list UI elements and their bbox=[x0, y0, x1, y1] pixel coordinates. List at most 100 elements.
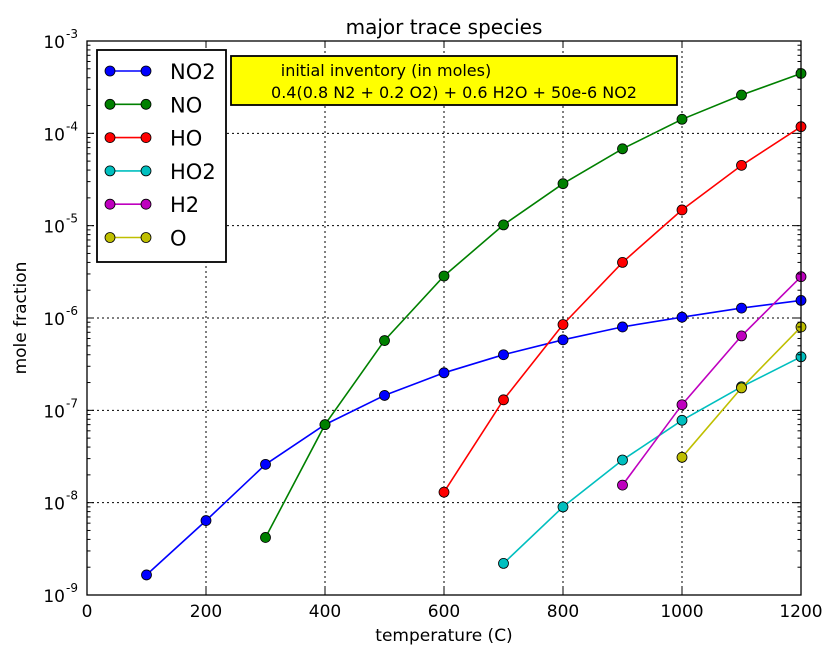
legend-marker-no2 bbox=[140, 65, 152, 77]
x-tick-label: 400 bbox=[309, 602, 341, 622]
chart-title: major trace species bbox=[346, 15, 543, 39]
legend-label-o: O bbox=[170, 227, 187, 251]
annotation-background bbox=[230, 55, 678, 106]
y-tick-label: 10 bbox=[43, 33, 65, 53]
data-point-no2 bbox=[736, 302, 747, 314]
y-tick-label: 10 bbox=[43, 218, 65, 238]
x-tick-label: 1000 bbox=[660, 602, 703, 622]
data-point-ho2 bbox=[498, 557, 509, 569]
legend-marker-o bbox=[140, 232, 152, 243]
legend-marker-ho bbox=[140, 132, 152, 144]
x-tick-label: 200 bbox=[190, 602, 222, 622]
y-tick-label-exponent: -4 bbox=[66, 119, 78, 133]
data-point-ho bbox=[736, 159, 747, 171]
data-point-no bbox=[617, 143, 628, 155]
data-point-no2 bbox=[438, 367, 450, 379]
data-point-no bbox=[557, 178, 569, 190]
legend-item-ho: HO bbox=[104, 127, 202, 151]
series-line-ho2 bbox=[502, 356, 802, 564]
legend-marker-h2 bbox=[140, 198, 152, 210]
series-h2 bbox=[617, 271, 807, 491]
data-point-h2 bbox=[676, 399, 688, 411]
legend-marker-no bbox=[140, 98, 152, 110]
y-tick-label-exponent: -6 bbox=[66, 304, 78, 318]
y-tick-label-exponent: -9 bbox=[66, 581, 78, 595]
y-tick-label: 10 bbox=[43, 495, 65, 515]
legend-marker-ho bbox=[104, 132, 116, 144]
data-point-o bbox=[676, 451, 688, 463]
legend-item-ho2: HO2 bbox=[104, 160, 216, 184]
data-point-no2 bbox=[557, 334, 569, 346]
data-point-no bbox=[319, 419, 331, 431]
series-ho2 bbox=[498, 351, 807, 569]
legend-marker-ho2 bbox=[140, 165, 152, 177]
series-ho bbox=[438, 121, 807, 498]
series-line-h2 bbox=[621, 276, 802, 486]
data-point-no2 bbox=[200, 515, 212, 526]
x-axis-label: temperature (C) bbox=[375, 626, 512, 646]
data-point-ho bbox=[617, 257, 628, 268]
data-point-h2 bbox=[736, 330, 747, 342]
x-tick-label: 600 bbox=[428, 602, 460, 622]
data-point-h2 bbox=[617, 479, 628, 491]
data-point-no2 bbox=[617, 321, 628, 333]
data-point-no bbox=[736, 89, 747, 101]
x-tick-label: 0 bbox=[82, 602, 93, 622]
data-point-ho bbox=[676, 204, 688, 216]
legend-item-h2: H2 bbox=[104, 193, 199, 217]
legend-marker-no2 bbox=[104, 65, 116, 77]
y-tick-label-exponent: -8 bbox=[66, 489, 78, 503]
data-point-no bbox=[379, 335, 390, 346]
data-point-ho2 bbox=[617, 454, 628, 466]
legend-marker-ho2 bbox=[104, 165, 116, 177]
y-tick-label: 10 bbox=[43, 310, 65, 330]
y-tick-label-exponent: -7 bbox=[66, 396, 78, 410]
legend-item-no: NO bbox=[104, 93, 202, 117]
series-o bbox=[676, 321, 807, 463]
legend-label-no: NO bbox=[170, 93, 202, 117]
y-tick-label: 10 bbox=[43, 402, 65, 422]
y-tick-label: 10 bbox=[43, 587, 65, 607]
data-point-no bbox=[260, 532, 271, 543]
data-point-no2 bbox=[498, 349, 509, 361]
data-point-no bbox=[498, 219, 509, 231]
series-layer bbox=[141, 68, 807, 581]
data-point-ho2 bbox=[676, 414, 688, 426]
legend-marker-h2 bbox=[104, 198, 116, 210]
data-point-no2 bbox=[379, 390, 390, 401]
x-tick-label: 800 bbox=[547, 602, 579, 622]
data-point-no2 bbox=[260, 458, 271, 470]
x-tick-label: 1200 bbox=[779, 602, 822, 622]
annotation-line-1: initial inventory (in moles) bbox=[281, 61, 491, 80]
legend-marker-o bbox=[104, 232, 116, 243]
data-point-ho bbox=[557, 319, 569, 330]
annotation-box: initial inventory (in moles) 0.4(0.8 N2 … bbox=[230, 55, 678, 106]
data-point-no bbox=[438, 270, 450, 282]
data-point-no2 bbox=[676, 311, 688, 323]
y-tick-label-exponent: -3 bbox=[66, 27, 78, 41]
y-tick-label-exponent: -5 bbox=[66, 212, 78, 226]
series-line-no2 bbox=[145, 299, 802, 576]
series-line-ho bbox=[443, 126, 802, 493]
data-point-ho bbox=[438, 486, 450, 498]
y-axis-label: mole fraction bbox=[11, 262, 31, 375]
y-tick-label: 10 bbox=[43, 125, 65, 145]
legend-label-no2: NO2 bbox=[170, 60, 216, 84]
legend-marker-no bbox=[104, 98, 116, 110]
data-point-ho2 bbox=[557, 501, 569, 513]
legend-frame bbox=[96, 49, 227, 263]
legend-label-ho2: HO2 bbox=[170, 160, 216, 184]
legend: NO2 NO HO HO2 H2 O bbox=[96, 49, 227, 263]
data-point-no bbox=[676, 113, 688, 125]
data-point-no2 bbox=[141, 569, 152, 581]
legend-label-h2: H2 bbox=[170, 193, 199, 217]
data-point-ho bbox=[498, 394, 509, 406]
legend-item-o: O bbox=[104, 227, 187, 251]
series-no bbox=[260, 68, 807, 543]
legend-item-no2: NO2 bbox=[104, 60, 216, 84]
data-point-o bbox=[736, 382, 747, 394]
series-line-no bbox=[264, 72, 802, 538]
annotation-line-2: 0.4(0.8 N2 + 0.2 O2) + 0.6 H2O + 50e-6 N… bbox=[271, 83, 637, 102]
